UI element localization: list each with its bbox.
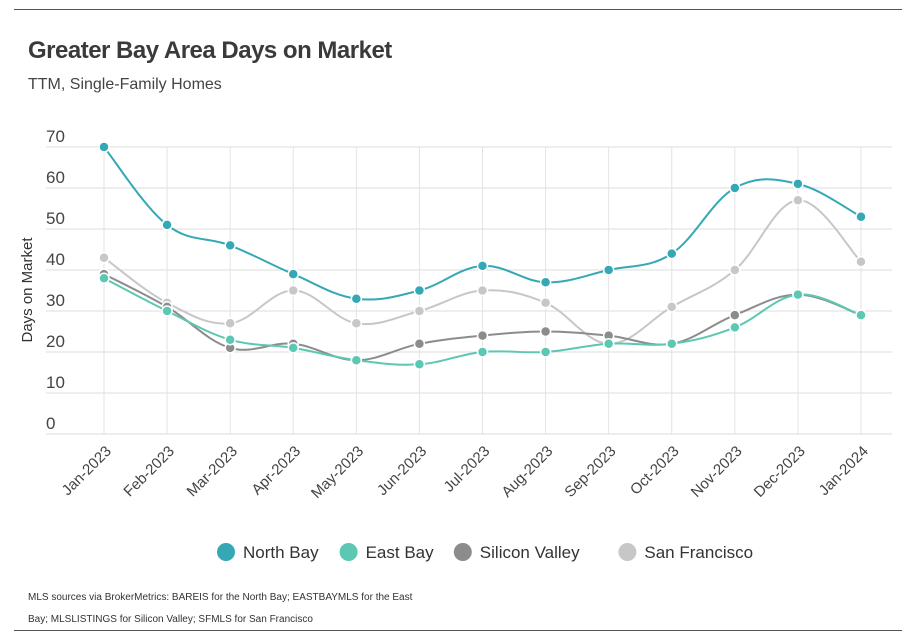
x-tick-label: Sep-2023 — [561, 443, 619, 501]
data-point-san-francisco — [224, 317, 236, 330]
x-tick-label: Jun-2023 — [374, 443, 430, 499]
data-point-east-bay — [350, 354, 363, 366]
bottom-rule — [14, 630, 902, 631]
data-point-east-bay — [729, 321, 741, 334]
legend-label: North Bay — [243, 543, 319, 562]
data-point-north-bay — [476, 260, 489, 272]
data-point-north-bay — [602, 264, 615, 276]
legend: North Bay East Bay Silicon Valley San Franc… — [217, 543, 753, 562]
data-point-east-bay — [476, 346, 489, 358]
y-axis-label: Days on Market — [19, 237, 36, 343]
data-point-east-bay — [539, 346, 552, 358]
x-tick-labels: Jan-2023 Feb-2023 Mar-2023 Apr-2023 May-2023… — [59, 443, 872, 502]
data-point-north-bay — [539, 276, 552, 289]
y-tick-label: 0 — [46, 414, 55, 433]
data-point-east-bay — [602, 338, 615, 350]
x-tick-label: Apr-2023 — [248, 443, 304, 499]
legend-swatch — [339, 543, 358, 561]
x-tick-label: Mar-2023 — [184, 443, 241, 500]
data-point-north-bay — [792, 178, 804, 190]
y-tick-label: 50 — [46, 209, 65, 228]
data-point-east-bay — [224, 333, 236, 346]
chart-subtitle: TTM, Single-Family Homes — [28, 76, 222, 93]
x-tick-label: Nov-2023 — [688, 443, 746, 501]
x-tick-label: Feb-2023 — [120, 443, 177, 500]
data-point-north-bay — [224, 239, 236, 252]
data-point-north-bay — [98, 141, 110, 153]
legend-label: Silicon Valley — [480, 543, 580, 562]
data-point-san-francisco — [98, 251, 110, 264]
data-point-north-bay — [161, 219, 173, 231]
data-point-san-francisco — [287, 284, 299, 297]
x-tick-label: Jul-2023 — [441, 443, 494, 496]
y-tick-label: 20 — [46, 332, 65, 351]
series-north-bay — [98, 141, 867, 305]
x-tick-label: Oct-2023 — [627, 443, 683, 499]
data-point-san-francisco — [792, 194, 804, 207]
data-point-san-francisco — [350, 317, 363, 330]
data-point-san-francisco — [476, 284, 489, 297]
y-tick-label: 60 — [46, 168, 65, 187]
legend-swatch — [618, 543, 637, 561]
data-point-silicon-valley — [476, 329, 489, 342]
x-tick-label: Jan-2023 — [59, 443, 115, 499]
data-point-north-bay — [729, 182, 741, 194]
legend-item-north-bay: North Bay — [217, 543, 319, 562]
data-point-east-bay — [161, 305, 173, 317]
data-point-east-bay — [287, 342, 299, 354]
x-tick-label: Dec-2023 — [751, 443, 809, 501]
y-tick-label: 40 — [46, 250, 65, 269]
data-point-silicon-valley — [729, 309, 741, 321]
series-group — [98, 141, 867, 371]
legend-item-east-bay: East Bay — [339, 543, 435, 562]
y-tick-label: 10 — [46, 373, 65, 392]
data-point-north-bay — [666, 247, 678, 260]
x-tick-label: Jan-2024 — [816, 443, 872, 499]
data-point-north-bay — [413, 284, 426, 297]
data-point-silicon-valley — [539, 325, 552, 338]
data-point-east-bay — [792, 288, 804, 301]
data-point-north-bay — [350, 292, 363, 305]
source-note: MLS sources via BrokerMetrics: BAREIS fo… — [28, 592, 413, 625]
grid-lines — [46, 146, 892, 435]
data-point-east-bay — [98, 272, 110, 284]
legend-item-silicon-valley: Silicon Valley — [453, 543, 580, 562]
series-east-bay — [98, 272, 867, 371]
data-point-san-francisco — [855, 256, 867, 268]
chart-title: Greater Bay Area Days on Market — [28, 37, 392, 64]
data-point-silicon-valley — [413, 338, 426, 350]
legend-swatch — [453, 543, 472, 561]
data-point-east-bay — [855, 309, 867, 321]
y-tick-labels: 0 10 20 30 40 50 60 70 — [46, 127, 65, 433]
legend-swatch — [217, 543, 235, 561]
data-point-north-bay — [287, 268, 299, 280]
data-point-san-francisco — [539, 297, 552, 309]
data-point-east-bay — [666, 338, 678, 350]
y-tick-label: 70 — [46, 127, 65, 146]
top-rule — [14, 9, 902, 10]
legend-label: San Francisco — [644, 543, 753, 562]
legend-label: East Bay — [366, 543, 435, 562]
x-tick-label: May-2023 — [308, 443, 367, 502]
legend-item-san-francisco: San Francisco — [618, 543, 753, 562]
data-point-north-bay — [855, 210, 867, 223]
data-point-east-bay — [413, 358, 426, 371]
data-point-san-francisco — [729, 264, 741, 276]
x-tick-label: Aug-2023 — [498, 443, 556, 501]
data-point-san-francisco — [666, 301, 678, 313]
y-tick-label: 30 — [46, 291, 65, 310]
data-point-san-francisco — [413, 305, 426, 317]
